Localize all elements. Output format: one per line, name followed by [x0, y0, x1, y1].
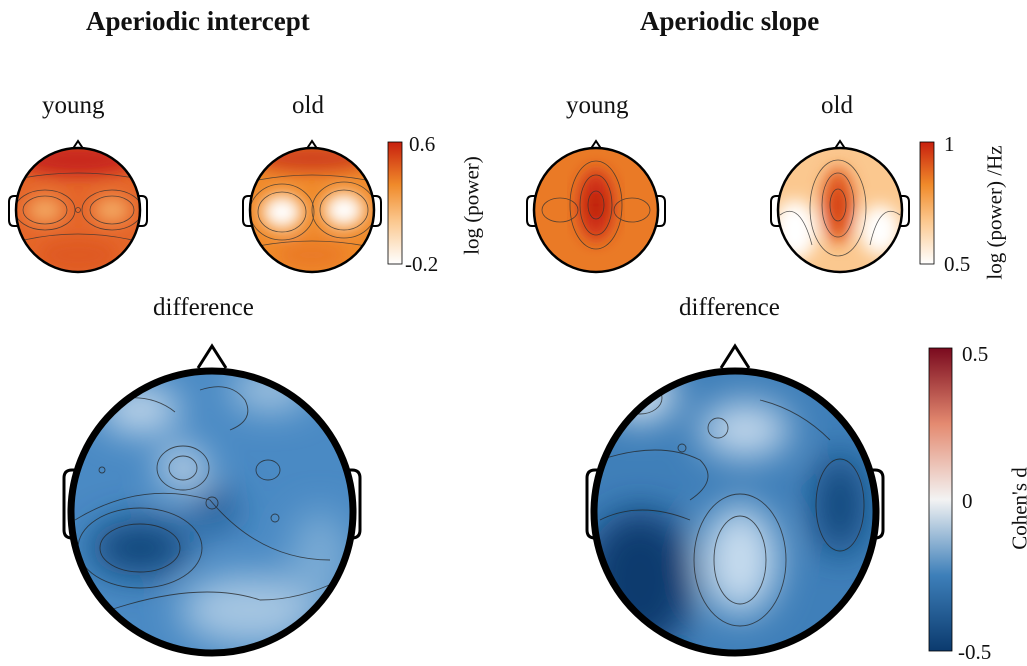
slope-old-label: old: [821, 92, 853, 119]
effect-colorbar-min: -0.5: [958, 640, 992, 664]
intercept-colorbar-min: -0.2: [405, 252, 439, 276]
effect-colorbar-max: 0.5: [962, 342, 989, 366]
slope-difference-label: difference: [679, 294, 780, 321]
intercept-young-topomap: [8, 139, 148, 274]
slope-young-topomap: [526, 139, 666, 274]
intercept-colorbar-max: 0.6: [409, 132, 436, 156]
intercept-old-label: old: [292, 92, 324, 119]
intercept-young-label: young: [42, 92, 105, 119]
slope-difference-topomap: [585, 343, 885, 657]
slope-old-topomap: [770, 139, 910, 274]
intercept-old-topomap: [242, 139, 382, 274]
intercept-difference-label: difference: [153, 294, 254, 321]
effect-colorbar: [928, 347, 953, 652]
effect-colorbar-mid: 0: [962, 489, 973, 513]
title-aperiodic-intercept: Aperiodic intercept: [86, 6, 310, 36]
slope-colorbar-max: 1: [944, 132, 955, 156]
slope-colorbar: [919, 141, 935, 265]
title-aperiodic-slope: Aperiodic slope: [640, 6, 820, 36]
intercept-colorbar: [387, 141, 403, 265]
slope-young-label: young: [566, 92, 629, 119]
slope-colorbar-min: 0.5: [944, 252, 971, 276]
intercept-difference-topomap: [62, 343, 362, 657]
